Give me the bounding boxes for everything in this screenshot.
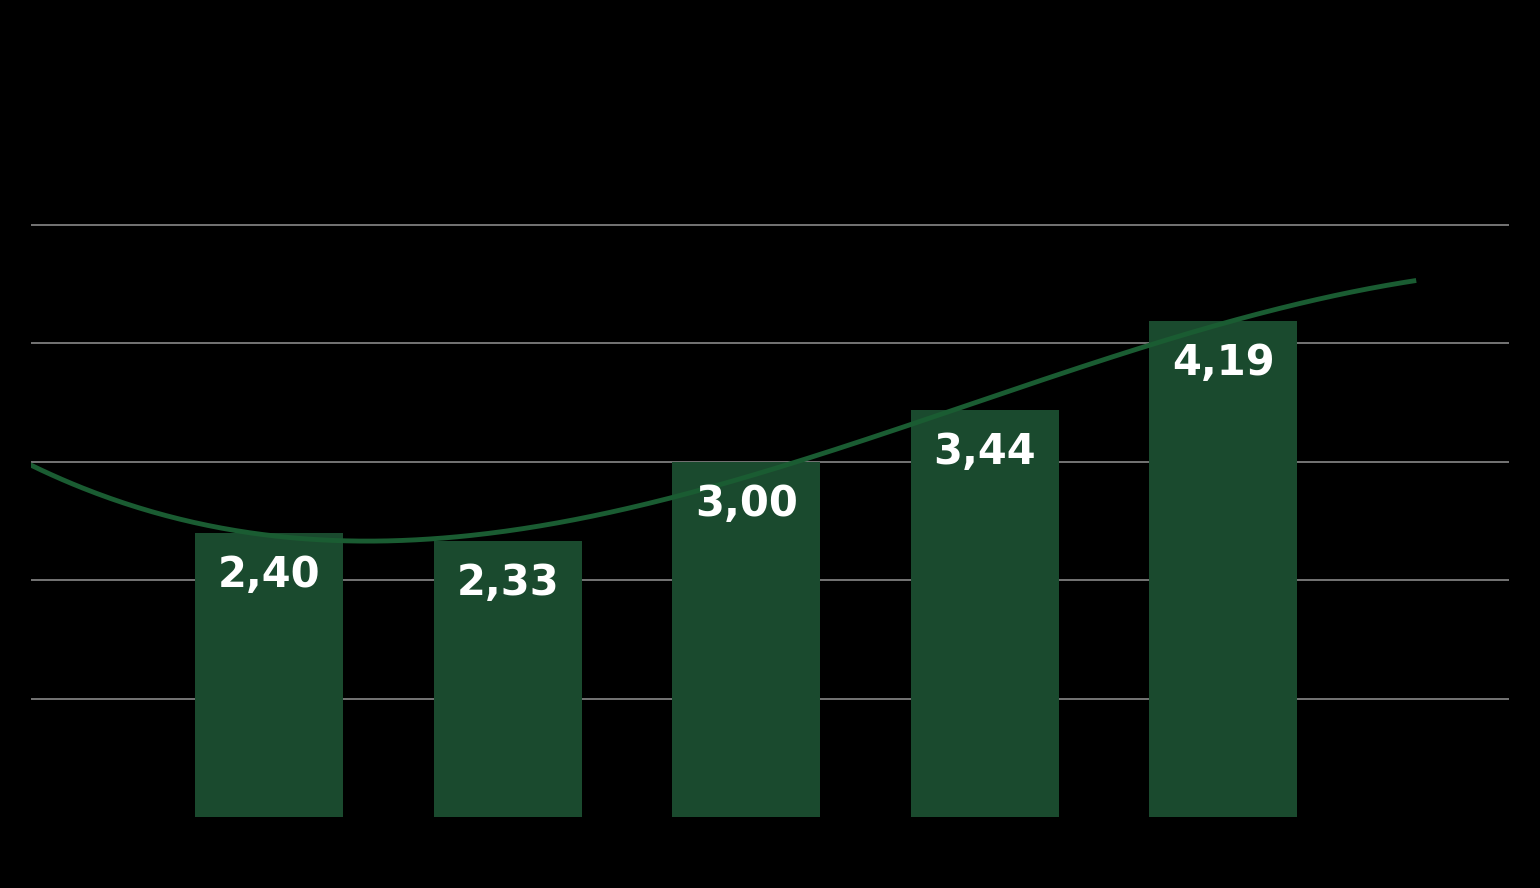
Bar — [910, 409, 1058, 817]
Text: 2,40: 2,40 — [219, 554, 320, 596]
Bar — [673, 462, 821, 817]
Text: 3,44: 3,44 — [933, 431, 1036, 473]
Text: 2,33: 2,33 — [456, 562, 559, 605]
Bar — [1149, 321, 1297, 817]
Bar — [196, 533, 343, 817]
Text: 4,19: 4,19 — [1172, 342, 1275, 385]
Bar — [434, 541, 582, 817]
Text: 3,00: 3,00 — [695, 483, 798, 525]
